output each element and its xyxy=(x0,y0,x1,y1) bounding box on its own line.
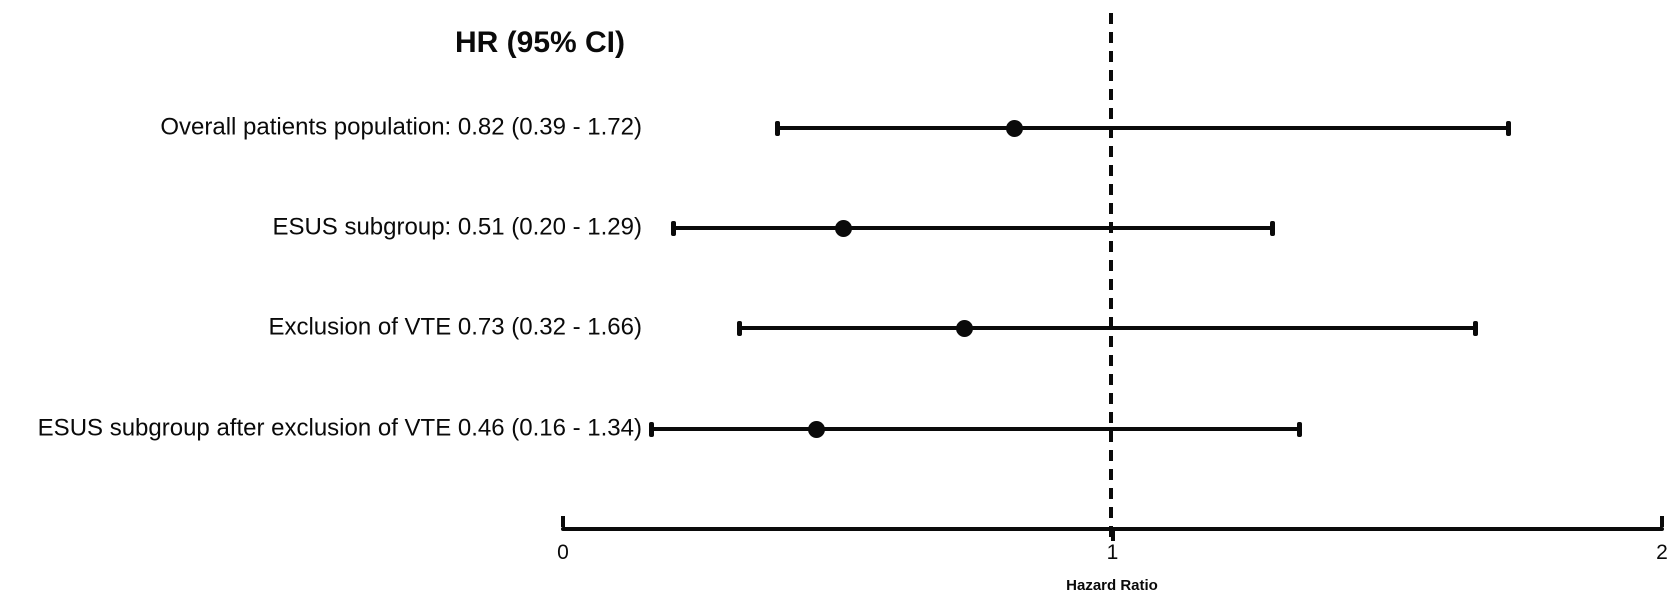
ci-cap-high-3 xyxy=(1297,422,1303,437)
ci-cap-high-0 xyxy=(1506,121,1512,136)
row-label-0: Overall patients population: 0.82 (0.39 … xyxy=(160,113,642,141)
x-tick-mark-2 xyxy=(1660,516,1664,527)
ci-cap-low-2 xyxy=(736,321,742,336)
row-label-2: Exclusion of VTE 0.73 (0.32 - 1.66) xyxy=(268,313,642,341)
reference-line-hr1 xyxy=(1109,13,1113,541)
point-estimate-0 xyxy=(1005,120,1023,137)
ci-cap-high-2 xyxy=(1473,321,1479,336)
ci-cap-low-0 xyxy=(775,121,781,136)
ci-cap-low-3 xyxy=(648,422,654,437)
x-tick-label-2: 2 xyxy=(1656,541,1668,564)
x-axis-line xyxy=(561,527,1664,531)
row-label-1: ESUS subgroup: 0.51 (0.20 - 1.29) xyxy=(272,213,642,241)
x-tick-label-0: 0 xyxy=(557,541,569,564)
point-estimate-2 xyxy=(956,320,974,337)
x-tick-label-1: 1 xyxy=(1106,541,1119,564)
x-tick-mark-1 xyxy=(1110,531,1115,541)
row-label-3: ESUS subgroup after exclusion of VTE 0.4… xyxy=(37,414,642,442)
ci-bar-0 xyxy=(777,126,1509,130)
x-tick-mark-0 xyxy=(561,516,565,527)
ci-cap-high-1 xyxy=(1269,221,1275,236)
point-estimate-1 xyxy=(835,220,853,237)
chart-title: HR (95% CI) xyxy=(454,26,626,59)
ci-cap-low-1 xyxy=(670,221,676,236)
ci-bar-1 xyxy=(672,226,1272,230)
ci-bar-2 xyxy=(738,326,1476,330)
x-axis-label: Hazard Ratio xyxy=(1066,577,1158,594)
ci-bar-3 xyxy=(650,427,1300,431)
point-estimate-3 xyxy=(807,421,825,438)
